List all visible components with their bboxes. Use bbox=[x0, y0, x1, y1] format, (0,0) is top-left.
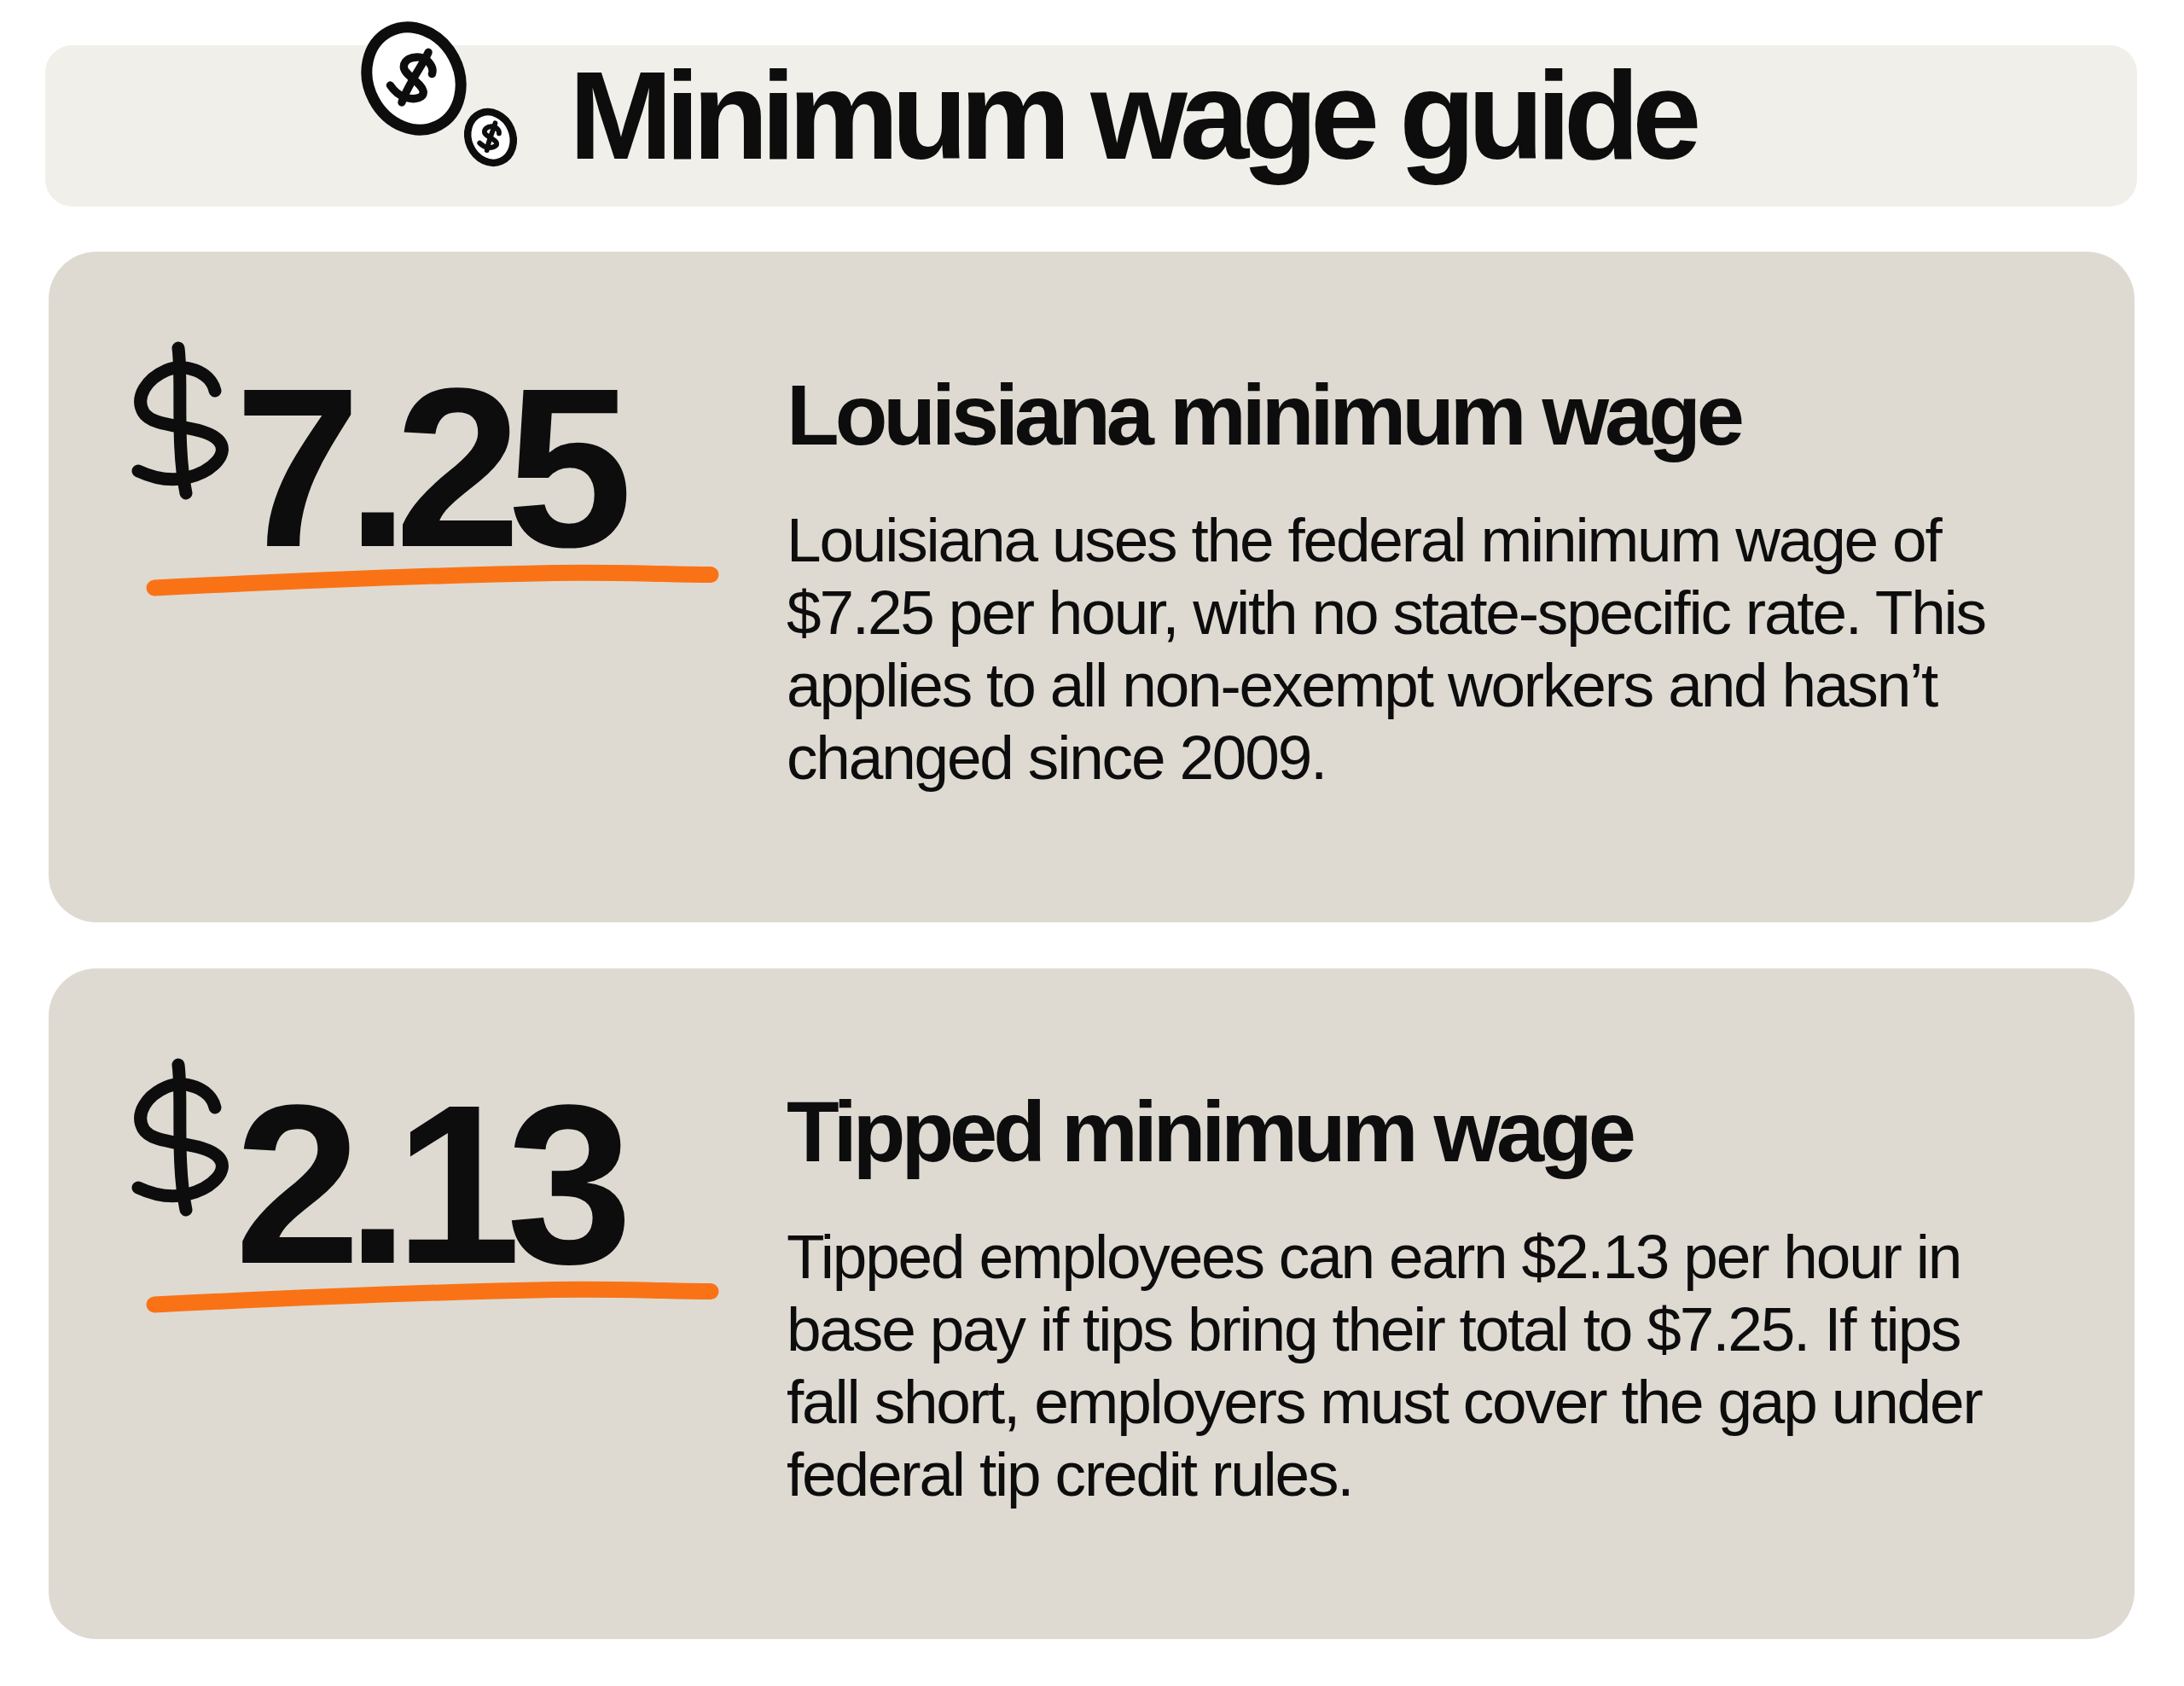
card-body: Tipped employees can earn $2.13 per hour… bbox=[787, 1220, 2117, 1510]
card-tipped-minimum-wage: 2.13 Tipped minimum wage Tipped employee… bbox=[49, 968, 2135, 1639]
orange-underline bbox=[145, 1276, 734, 1318]
card-louisiana-minimum-wage: 7.25 Louisiana minimum wage Louisiana us… bbox=[49, 252, 2135, 922]
amount-value: 2.13 bbox=[235, 1071, 619, 1298]
card-heading: Louisiana minimum wage bbox=[787, 372, 1740, 458]
page: { "header": { "title": "Minimum wage gui… bbox=[0, 0, 2184, 1686]
card-heading: Tipped minimum wage bbox=[787, 1089, 1632, 1175]
dollar-sign bbox=[134, 1061, 228, 1214]
orange-underline bbox=[145, 559, 734, 602]
amount-value: 7.25 bbox=[235, 354, 619, 581]
dollar-sign bbox=[134, 344, 228, 497]
dollar-coins-icon bbox=[348, 12, 531, 174]
card-body: Louisiana uses the federal minimum wage … bbox=[787, 503, 2117, 794]
page-title: Minimum wage guide bbox=[569, 54, 1694, 178]
